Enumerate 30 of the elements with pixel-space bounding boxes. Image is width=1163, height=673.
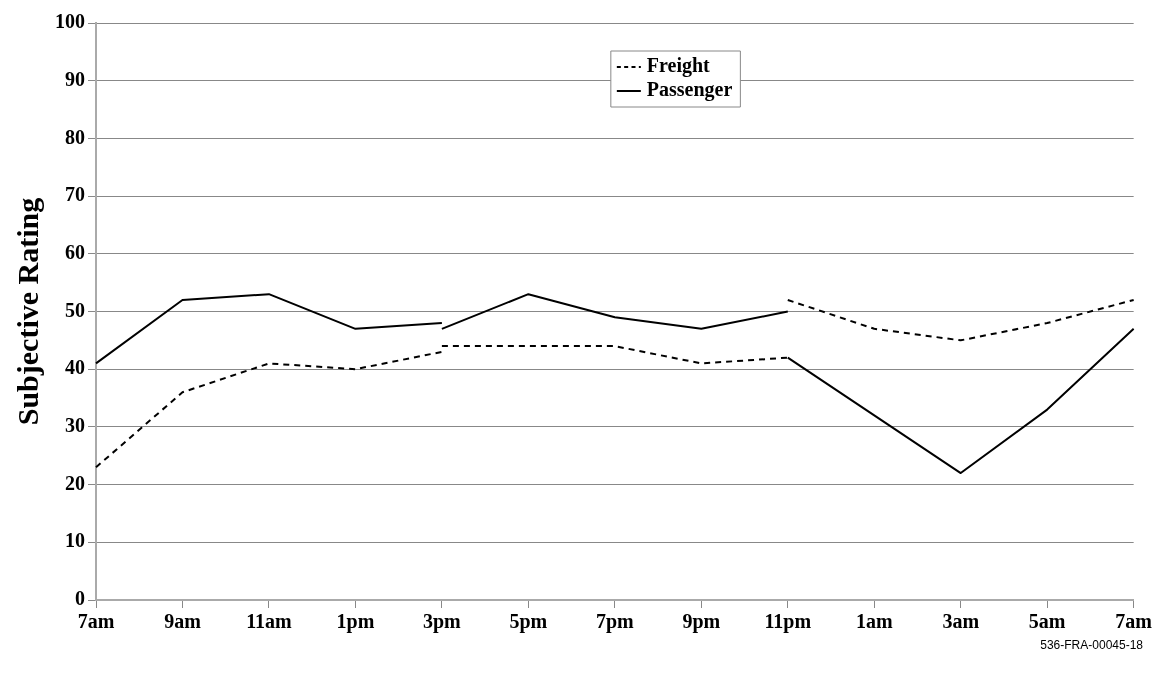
line-series bbox=[95, 350, 443, 469]
y-tick-label: 10 bbox=[65, 529, 85, 552]
line-series bbox=[786, 298, 1135, 342]
legend-label: Passenger bbox=[646, 78, 733, 102]
legend-label: Freight bbox=[646, 54, 711, 78]
x-tick-label: 7am bbox=[1115, 610, 1153, 633]
y-tick-label: 20 bbox=[65, 471, 85, 494]
x-tick-label: 7am bbox=[77, 610, 115, 633]
x-tick-label: 11pm bbox=[764, 610, 812, 634]
y-tick-label: 40 bbox=[65, 356, 85, 379]
y-tick-label: 70 bbox=[65, 183, 85, 206]
x-tick-label: 11am bbox=[246, 610, 293, 633]
text: 536-FRA-00045-18 bbox=[1039, 638, 1144, 652]
x-tick-label: 7pm bbox=[595, 610, 635, 634]
y-tick-label: 80 bbox=[65, 125, 85, 148]
x-tick-label: 9pm bbox=[682, 610, 721, 634]
x-tick-label: 9am bbox=[164, 610, 202, 633]
x-tick-label: 5pm bbox=[509, 610, 548, 634]
y-tick-label: 60 bbox=[65, 240, 85, 263]
x-tick-label: 5am bbox=[1028, 610, 1066, 633]
x-tick-label: 1am bbox=[855, 610, 893, 633]
y-tick-label: 100 bbox=[55, 10, 85, 33]
x-tick-label: 1pm bbox=[336, 610, 375, 634]
y-axis-title: Subjective Rating bbox=[10, 197, 44, 426]
y-tick-label: 0 bbox=[75, 587, 85, 610]
y-tick-label: 30 bbox=[65, 414, 85, 437]
x-tick-label: 3am bbox=[942, 610, 980, 633]
y-tick-label: 90 bbox=[65, 67, 85, 90]
x-tick-label: 3pm bbox=[422, 610, 462, 634]
y-tick-label: 50 bbox=[65, 298, 85, 321]
